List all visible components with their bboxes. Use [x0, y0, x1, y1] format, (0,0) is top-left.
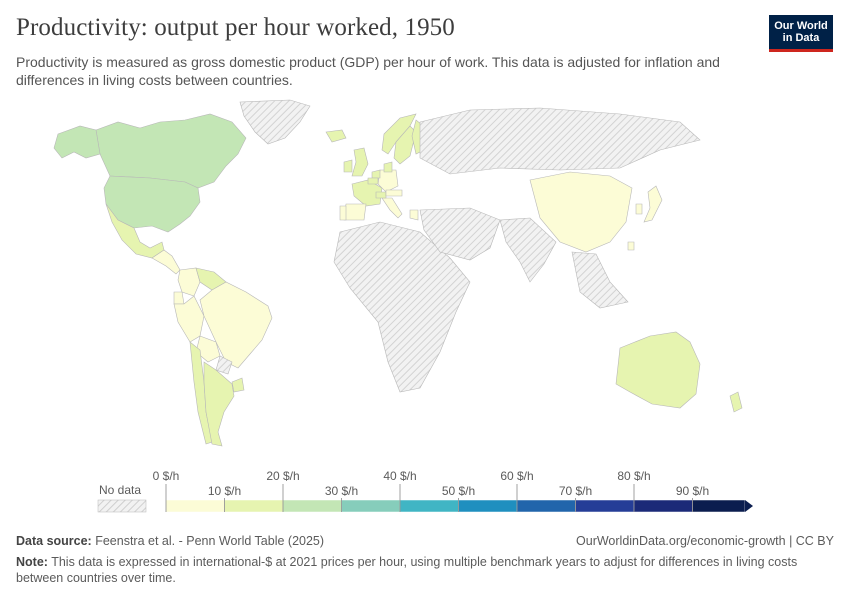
legend-bin-80[interactable] [633, 499, 693, 513]
legend-label-upper-0: 0 $/h [153, 469, 180, 483]
region-south-korea[interactable]: South Korea [635, 203, 643, 215]
legend-bin-30[interactable] [341, 499, 401, 513]
region-middle-east[interactable]: Middle East [419, 207, 501, 261]
legend-arrow [745, 500, 753, 512]
region-greece[interactable]: Greece [409, 209, 419, 221]
region-africa[interactable]: Africa [333, 221, 471, 393]
logo-line-1: Our World [774, 20, 828, 32]
data-source: Data source: Feenstra et al. - Penn Worl… [16, 534, 324, 548]
world-map: CanadaAlaska (United States)GreenlandUni… [53, 99, 743, 447]
region-greenland[interactable]: Greenland [239, 99, 311, 145]
legend-bin-10[interactable] [224, 499, 284, 513]
legend-label-lower-4: 90 $/h [676, 484, 709, 498]
region-japan[interactable]: Japan [643, 185, 663, 223]
region-spain[interactable]: Spain [343, 203, 367, 221]
region-brazil[interactable]: Brazil [199, 281, 273, 369]
legend-labels: 0 $/h 20 $/h 40 $/h 60 $/h 80 $/h 10 $/h 30 $/… [153, 469, 709, 512]
note-label: Note: [16, 555, 48, 569]
legend-label-lower-1: 30 $/h [325, 484, 358, 498]
chart-title: Productivity: output per hour worked, 19… [16, 14, 455, 41]
legend-label-upper-1: 20 $/h [266, 469, 299, 483]
region-switzerland[interactable]: Switzerland [375, 191, 387, 199]
region-russia[interactable]: Russia [419, 107, 701, 175]
legend-bin-0[interactable] [165, 499, 225, 513]
region-southeast-asia[interactable]: Southeast Asia [571, 251, 629, 309]
legend-label-upper-2: 40 $/h [383, 469, 416, 483]
owid-logo[interactable]: Our World in Data [769, 15, 833, 52]
region-peru[interactable]: Peru [173, 295, 205, 343]
legend-bin-90[interactable] [692, 499, 746, 513]
region-china[interactable]: China [529, 171, 633, 253]
data-source-text[interactable]: Feenstra et al. - Penn World Table (2025… [95, 534, 325, 548]
region-new-zealand[interactable]: New Zealand [729, 391, 743, 413]
region-iceland[interactable]: Iceland [325, 129, 347, 143]
note-text: This data is expressed in international-… [16, 555, 798, 585]
region-australia[interactable]: Australia [615, 331, 701, 409]
legend-bin-50[interactable] [458, 499, 518, 513]
logo-line-2: in Data [782, 32, 820, 44]
region-germany[interactable]: Germany [377, 169, 399, 193]
region-netherlands[interactable]: Netherlands [371, 169, 381, 179]
region-south-asia[interactable]: South Asia [499, 217, 557, 283]
legend-bin-40[interactable] [399, 499, 459, 513]
legend-bin-70[interactable] [575, 499, 635, 513]
region-sweden[interactable]: Sweden [393, 125, 417, 165]
credit-link[interactable]: OurWorldinData.org/economic-growth | CC … [576, 534, 834, 548]
legend-label-lower-0: 10 $/h [208, 484, 241, 498]
chart-subtitle: Productivity is measured as gross domest… [16, 54, 720, 88]
region-portugal[interactable]: Portugal [339, 205, 347, 221]
region-uruguay[interactable]: Uruguay [231, 377, 245, 393]
data-source-label: Data source: [16, 534, 92, 548]
note: Note: This data is expressed in internat… [16, 554, 831, 586]
legend: No data 0 $/h 20 $/h 40 $/h 60 $/h 80 $/h 10 … [97, 469, 753, 513]
region-taiwan[interactable]: Taiwan [627, 241, 635, 251]
legend-label-lower-3: 70 $/h [559, 484, 592, 498]
no-data-swatch [97, 499, 147, 513]
no-data-label: No data [99, 483, 141, 497]
legend-bins [165, 499, 753, 513]
region-ireland[interactable]: Ireland [343, 159, 353, 173]
region-denmark[interactable]: Denmark [383, 161, 393, 173]
region-belgium[interactable]: Belgium [367, 177, 379, 185]
region-austria[interactable]: Austria [385, 189, 403, 197]
region-mexico[interactable]: Mexico [105, 203, 165, 259]
legend-bin-60[interactable] [516, 499, 576, 513]
region-ecuador[interactable]: Ecuador [173, 291, 185, 305]
region-paraguay[interactable]: Paraguay [215, 355, 233, 375]
region-alaska-united-states[interactable]: Alaska (United States) [53, 125, 101, 159]
region-argentina[interactable]: Argentina [203, 361, 235, 447]
region-united-kingdom[interactable]: United Kingdom [351, 147, 369, 177]
legend-label-upper-4: 80 $/h [617, 469, 650, 483]
legend-label-upper-3: 60 $/h [500, 469, 533, 483]
map-regions: CanadaAlaska (United States)GreenlandUni… [53, 99, 743, 447]
legend-label-lower-2: 50 $/h [442, 484, 475, 498]
legend-bin-20[interactable] [282, 499, 342, 513]
region-italy[interactable]: Italy [381, 197, 403, 219]
